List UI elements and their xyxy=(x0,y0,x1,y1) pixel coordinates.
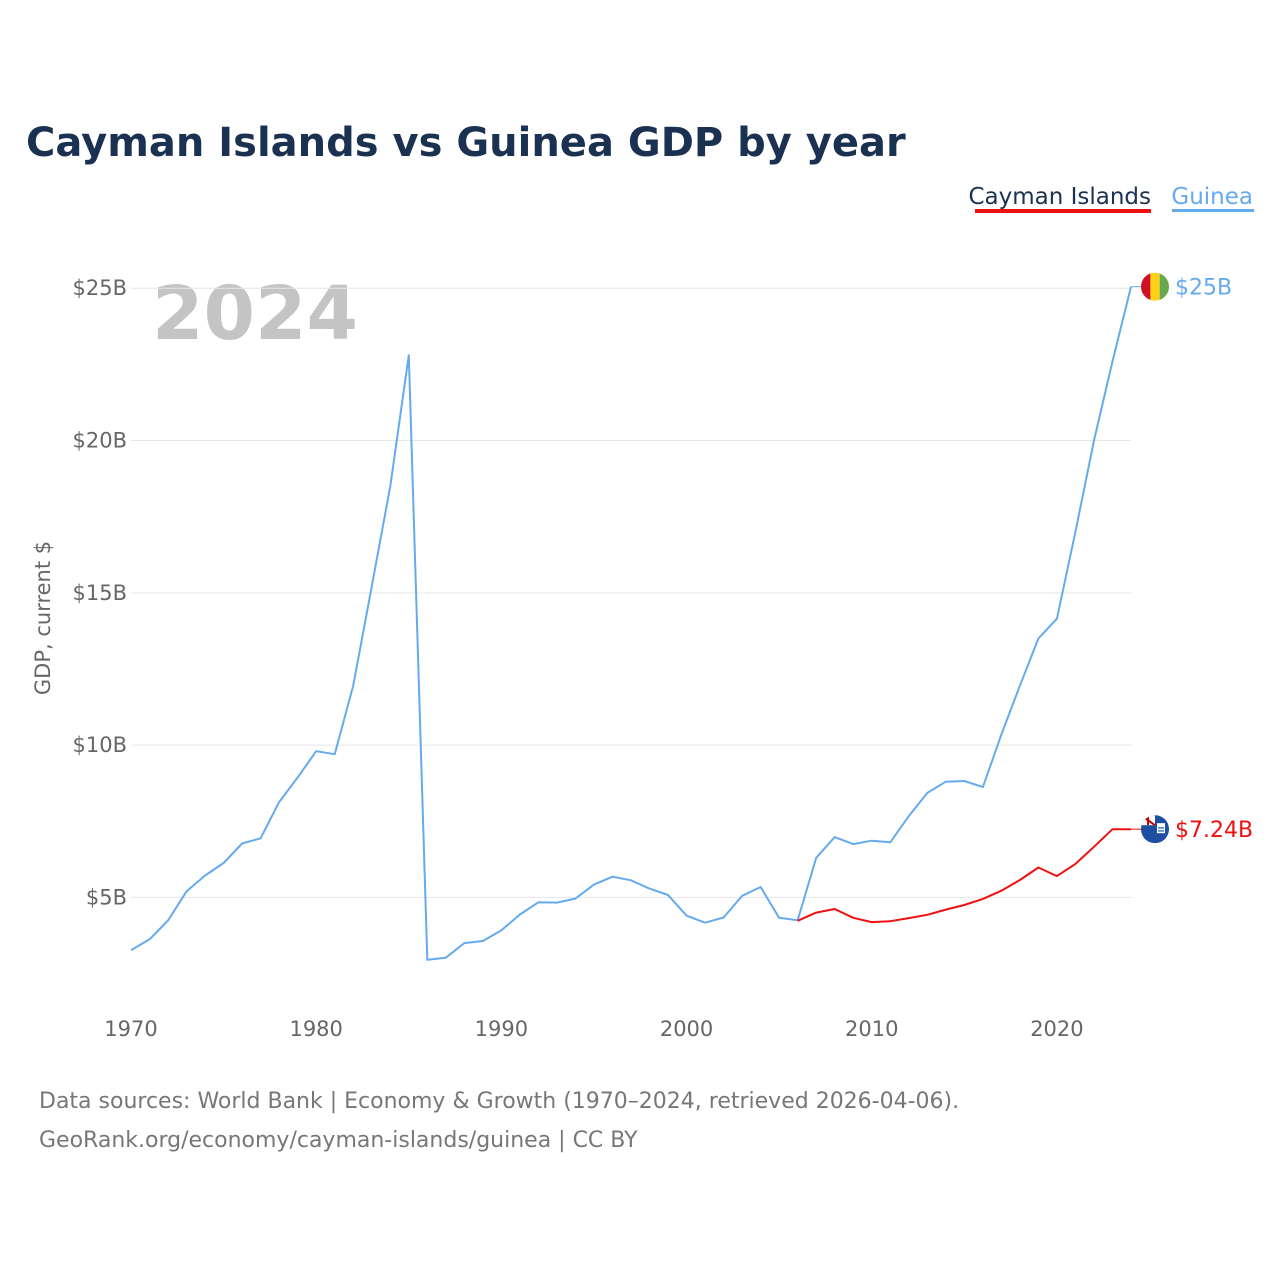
guinea-end-marker: $25B xyxy=(1131,272,1232,301)
source-line-2[interactable]: GeoRank.org/economy/cayman-islands/guine… xyxy=(39,1128,638,1153)
chart-title: Cayman Islands vs Guinea GDP by year xyxy=(26,120,906,166)
series-line-guinea[interactable] xyxy=(130,286,1132,961)
x-tick-label: 2020 xyxy=(1030,1017,1083,1041)
x-axis-ticks: 1970 1980 1990 2000 2010 2020 xyxy=(104,1017,1083,1041)
year-watermark: 2024 xyxy=(152,271,358,357)
x-tick-label: 1980 xyxy=(289,1017,342,1041)
y-tick-label: $5B xyxy=(86,885,127,909)
guinea-flag-icon xyxy=(1141,272,1169,301)
y-axis-ticks: $5B $10B $15B $20B $25B xyxy=(73,276,128,909)
cayman-end-marker: $7.24B xyxy=(1131,815,1253,844)
guinea-end-label: $25B xyxy=(1175,276,1232,301)
x-tick-label: 2000 xyxy=(660,1017,713,1041)
legend-item-guinea[interactable]: Guinea xyxy=(1171,184,1253,210)
y-tick-label: $20B xyxy=(73,429,128,453)
y-tick-label: $25B xyxy=(73,276,128,300)
gridlines xyxy=(131,287,1131,898)
cayman-islands-end-label: $7.24B xyxy=(1175,818,1253,843)
x-tick-label: 1990 xyxy=(475,1017,528,1041)
x-tick-label: 2010 xyxy=(845,1017,898,1041)
source-line-1: Data sources: World Bank | Economy & Gro… xyxy=(39,1089,959,1114)
legend-swatch-guinea xyxy=(1172,209,1254,212)
legend-item-cayman-islands[interactable]: Cayman Islands xyxy=(968,184,1151,210)
legend-swatch-cayman-islands xyxy=(975,209,1151,213)
y-tick-label: $15B xyxy=(73,581,128,605)
legend: Cayman Islands Guinea xyxy=(968,184,1254,213)
series-line-cayman-islands[interactable] xyxy=(797,828,1131,924)
cayman-islands-flag-icon xyxy=(1141,815,1169,844)
x-tick-label: 1970 xyxy=(104,1017,157,1041)
y-tick-label: $10B xyxy=(73,733,128,757)
y-axis-label: GDP, current $ xyxy=(31,541,55,695)
series-lines xyxy=(130,286,1132,961)
